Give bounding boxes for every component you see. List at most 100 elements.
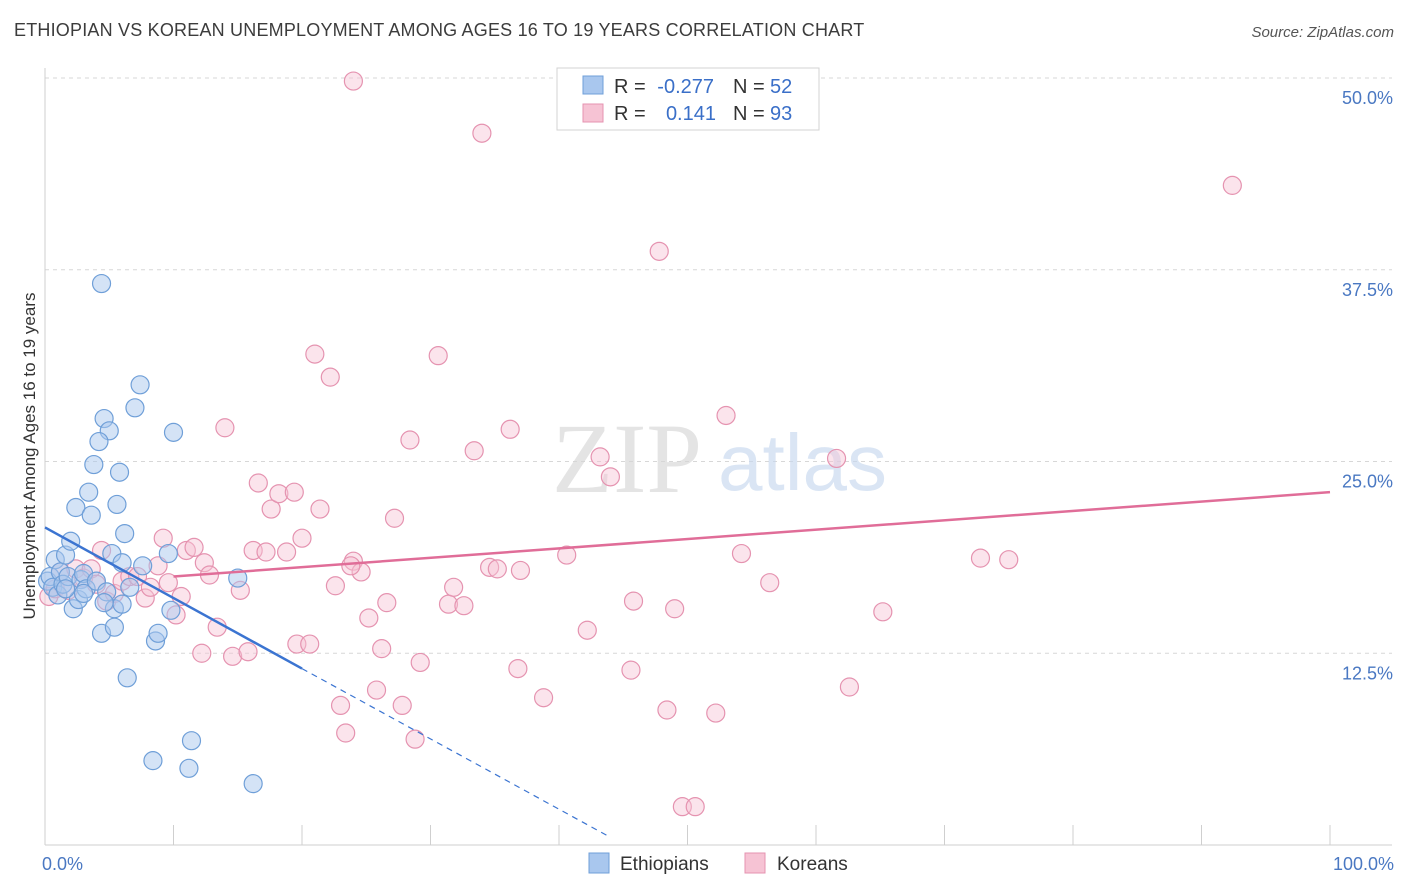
ethiopian-point-44 <box>243 774 263 794</box>
ethiopian-point-41 <box>179 758 199 778</box>
korean-point-40 <box>300 634 320 654</box>
ethiopian-point-37 <box>148 623 168 643</box>
ethiopian-point-17 <box>81 505 101 525</box>
korean-points <box>39 71 1242 817</box>
ethiopian-point-49 <box>94 593 114 613</box>
source-label: Source: ZipAtlas.com <box>1251 24 1394 41</box>
korean-point-82 <box>716 405 736 426</box>
korean-point-41 <box>305 344 325 364</box>
ethiopian-point-35 <box>143 751 163 771</box>
korean-point-65 <box>487 559 507 579</box>
ethiopian-trend-line <box>44 526 303 670</box>
korean-point-45 <box>330 695 351 716</box>
korean-point-33 <box>256 542 276 562</box>
korean-point-83 <box>731 543 752 564</box>
korean-point-57 <box>410 652 430 673</box>
korean-point-50 <box>366 680 387 700</box>
legend-n-value-2: 93 <box>770 103 792 125</box>
korean-point-43 <box>320 367 340 387</box>
korean-point-18 <box>158 573 178 593</box>
korean-point-27 <box>215 418 235 438</box>
ethiopian-point-33 <box>130 375 150 395</box>
korean-point-74 <box>621 660 641 680</box>
korean-point-91 <box>343 71 363 91</box>
legend-swatch-blue <box>582 75 604 95</box>
watermark-zip: ZIP <box>552 403 702 514</box>
y-tick-label-1: 25.0% <box>1342 472 1393 492</box>
ethiopian-point-29 <box>115 523 135 544</box>
ethiopian-point-18 <box>84 454 104 475</box>
korean-point-84 <box>760 573 780 593</box>
korean-point-23 <box>192 643 212 663</box>
ethiopian-point-50 <box>55 579 76 599</box>
korean-point-32 <box>248 473 268 493</box>
ethiopian-point-46 <box>73 583 94 604</box>
legend-r-label-1: R = <box>614 76 646 98</box>
korean-point-34 <box>261 499 281 519</box>
ethiopian-point-26 <box>107 494 127 515</box>
korean-point-62 <box>464 441 484 461</box>
korean-point-63 <box>472 123 492 143</box>
korean-point-89 <box>999 550 1019 570</box>
watermark: ZIP atlas <box>552 403 887 514</box>
korean-point-44 <box>325 576 346 596</box>
trend-lines <box>44 490 1331 838</box>
x-tick-label-0: 0.0% <box>42 854 83 874</box>
y-tick-label-0: 12.5% <box>1342 663 1393 683</box>
ethiopian-point-34 <box>133 556 153 576</box>
korean-point-49 <box>359 608 379 628</box>
korean-point-28 <box>223 646 243 666</box>
bottom-legend: Ethiopians Koreans <box>588 852 848 875</box>
ethiopian-point-30 <box>117 668 137 688</box>
ethiopian-point-11 <box>66 497 86 518</box>
gridlines <box>45 77 1392 654</box>
korean-point-39 <box>292 528 312 548</box>
korean-point-14 <box>135 588 155 608</box>
korean-point-54 <box>392 695 412 716</box>
korean-point-80 <box>685 797 705 817</box>
korean-point-42 <box>310 499 330 519</box>
legend-r-value-2: 0.141 <box>666 103 716 125</box>
ethiopian-point-25 <box>104 617 124 637</box>
korean-point-77 <box>657 700 677 720</box>
korean-point-75 <box>623 591 644 611</box>
korean-point-37 <box>284 482 304 502</box>
korean-point-58 <box>428 346 448 366</box>
korean-point-51 <box>372 639 392 659</box>
axes <box>44 68 1392 846</box>
korean-point-87 <box>873 602 893 622</box>
ethiopian-points <box>37 273 263 794</box>
korean-point-55 <box>400 430 420 450</box>
korean-point-88 <box>970 548 991 568</box>
korean-point-53 <box>384 508 405 528</box>
korean-point-92 <box>341 556 361 576</box>
legend-r-label-2: R = <box>614 103 646 125</box>
korean-point-70 <box>557 545 577 565</box>
korean-point-71 <box>577 620 597 640</box>
x-tick-labels: 0.0% 100.0% <box>42 854 1394 874</box>
ethiopian-point-39 <box>161 600 181 620</box>
y-tick-label-3: 50.0% <box>1342 88 1393 108</box>
korean-point-52 <box>377 593 397 613</box>
ethiopian-point-42 <box>181 731 202 751</box>
korean-point-72 <box>590 447 610 467</box>
korean-point-24 <box>194 553 214 573</box>
korean-point-22 <box>184 537 204 558</box>
korean-point-68 <box>510 560 531 581</box>
ethiopian-point-16 <box>79 482 99 502</box>
korean-point-86 <box>839 677 860 697</box>
ethiopian-point-43 <box>228 568 248 588</box>
korean-point-36 <box>276 542 297 562</box>
ethiopian-point-51 <box>91 273 112 294</box>
korean-point-78 <box>665 599 685 619</box>
korean-point-67 <box>508 658 528 679</box>
bottom-legend-swatch-koreans <box>744 852 766 874</box>
korean-point-46 <box>336 723 356 743</box>
korean-point-69 <box>533 688 554 708</box>
ethiopian-trend-extension <box>301 668 611 838</box>
legend-r-value-1: -0.277 <box>657 76 714 98</box>
korean-point-35 <box>269 484 289 504</box>
bottom-legend-koreans: Koreans <box>777 854 848 875</box>
ethiopian-point-27 <box>109 462 130 482</box>
